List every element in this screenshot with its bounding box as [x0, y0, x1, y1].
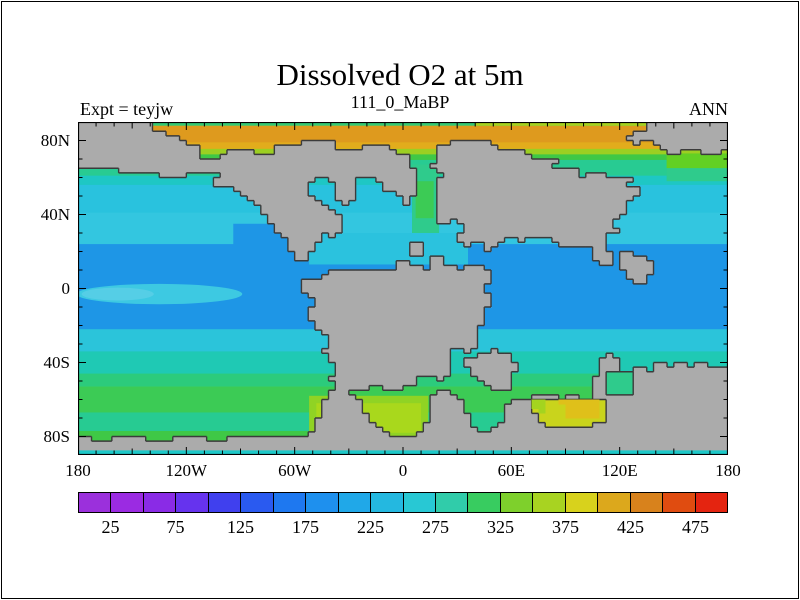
colorbar-segment	[629, 492, 664, 513]
colorbar-tick-label: 225	[357, 517, 384, 537]
colorbar-segment	[402, 492, 436, 513]
colorbar-segment	[142, 492, 177, 513]
colorbar-tick-label: 425	[617, 517, 644, 537]
colorbar-tick-label: 125	[227, 517, 254, 537]
colorbar-segment	[337, 492, 372, 513]
lon-tick-label: 0	[398, 461, 408, 480]
lon-tick-label: 120E	[601, 461, 638, 480]
colorbar	[78, 492, 729, 513]
season-label: ANN	[689, 99, 728, 119]
lat-tick-label: 80N	[40, 130, 70, 150]
colorbar-segment	[110, 492, 144, 513]
lat-tick-label: 80S	[43, 426, 70, 446]
lat-tick-label: 0	[61, 278, 71, 298]
colorbar-segment	[532, 492, 566, 513]
lon-tick-label: 180	[65, 461, 91, 480]
colorbar-segment	[662, 492, 696, 513]
map-plot-area	[76, 121, 729, 456]
lon-tick-label: 180	[715, 461, 741, 480]
colorbar-segment	[272, 492, 307, 513]
map-frame	[77, 121, 729, 456]
colorbar-segment	[499, 492, 534, 513]
colorbar-segment	[434, 492, 469, 513]
colorbar-segment	[597, 492, 631, 513]
lon-tick-label: 60E	[497, 461, 526, 480]
colorbar-segment	[175, 492, 209, 513]
colorbar-segment	[564, 492, 599, 513]
lat-tick-label: 40S	[43, 352, 70, 372]
colorbar-segment	[207, 492, 242, 513]
colorbar-tick-label: 475	[682, 517, 709, 537]
page-title: Dissolved O2 at 5m	[276, 57, 524, 92]
colorbar-segment	[305, 492, 339, 513]
colorbar-tick-label: 75	[166, 517, 185, 537]
map-svg	[76, 121, 729, 456]
colorbar-segment	[370, 492, 404, 513]
colorbar-segment	[78, 492, 112, 513]
colorbar-segment	[467, 492, 501, 513]
colorbar-tick-label: 25	[101, 517, 120, 537]
colorbar-tick-label: 375	[552, 517, 579, 537]
experiment-label: Expt = teyjw	[80, 99, 174, 119]
colorbar-segment	[240, 492, 274, 513]
lat-tick-label: 40N	[40, 204, 70, 224]
lon-tick-label: 120W	[165, 461, 208, 480]
colorbar-tick-label: 275	[422, 517, 449, 537]
page-subtitle: 111_0_MaBP	[350, 92, 450, 112]
colorbar-segment	[694, 492, 729, 513]
colorbar-tick-label: 175	[292, 517, 319, 537]
lon-tick-label: 60W	[278, 461, 312, 480]
continents	[77, 121, 729, 456]
colorbar-tick-label: 325	[487, 517, 514, 537]
